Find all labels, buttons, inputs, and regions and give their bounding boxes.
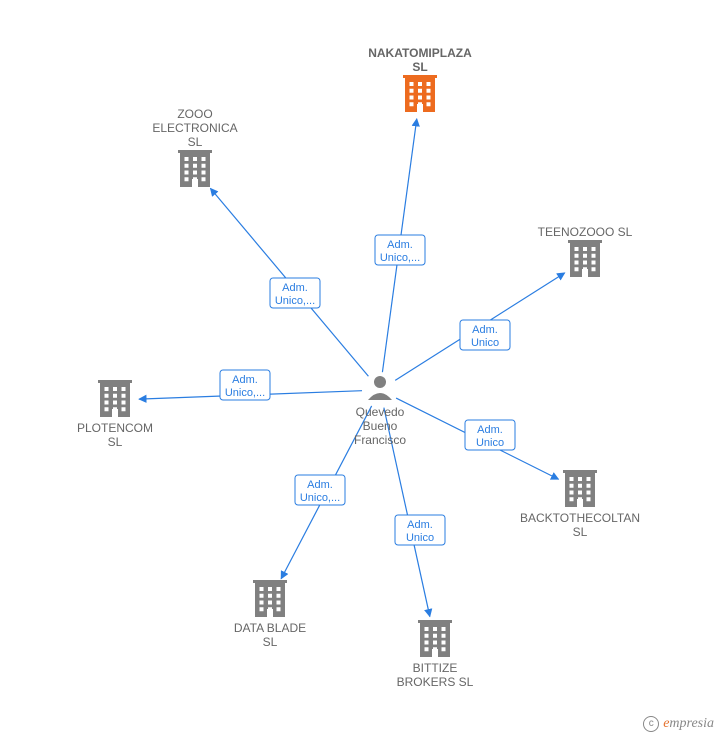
building-icon <box>563 470 597 507</box>
svg-text:Bueno: Bueno <box>363 419 398 433</box>
edge-label-text: Adm. <box>232 374 258 386</box>
edges <box>139 119 565 617</box>
building-icon <box>418 620 452 657</box>
svg-text:SL: SL <box>412 60 427 74</box>
node-label: NAKATOMIPLAZASL <box>368 46 472 74</box>
edge-label-text: Unico <box>471 337 499 349</box>
building-icon <box>178 150 212 187</box>
svg-text:BACKTOTHECOLTAN: BACKTOTHECOLTAN <box>520 511 640 525</box>
node-label: DATA BLADESL <box>234 621 306 649</box>
edge-label-text: Adm. <box>477 424 503 436</box>
svg-text:SL: SL <box>573 525 588 539</box>
copyright-icon: c <box>643 716 659 732</box>
svg-text:BITTIZE: BITTIZE <box>413 661 458 675</box>
edge-label-text: Unico <box>476 437 504 449</box>
node-label: ZOOOELECTRONICASL <box>152 107 237 149</box>
svg-text:PLOTENCOM: PLOTENCOM <box>77 421 153 435</box>
edge-label-text: Adm. <box>387 239 413 251</box>
node-label: BACKTOTHECOLTANSL <box>520 511 640 539</box>
edge-labels: Adm.Unico,...Adm.Unico,...Adm.UnicoAdm.U… <box>220 235 515 545</box>
edge-label-text: Unico,... <box>380 252 420 264</box>
edge-label-text: Unico <box>406 532 434 544</box>
node-label: QuevedoBuenoFrancisco <box>354 405 406 447</box>
node-label: BITTIZEBROKERS SL <box>397 661 474 689</box>
svg-text:SL: SL <box>263 635 278 649</box>
building-icon <box>98 380 132 417</box>
edge-label-text: Adm. <box>307 479 333 491</box>
svg-text:SL: SL <box>108 435 123 449</box>
footer-copyright: cempresia <box>643 714 714 732</box>
node-label: TEENOZOOO SL <box>538 225 633 239</box>
edge-label-text: Adm. <box>472 324 498 336</box>
svg-text:ZOOO: ZOOO <box>177 107 212 121</box>
brand-rest: mpresia <box>669 716 714 731</box>
edge-label-text: Unico,... <box>275 295 315 307</box>
building-icon <box>403 75 437 112</box>
svg-text:BROKERS SL: BROKERS SL <box>397 675 474 689</box>
edge-label-text: Unico,... <box>225 387 265 399</box>
building-icon <box>568 240 602 277</box>
node-label: PLOTENCOMSL <box>77 421 153 449</box>
svg-text:DATA BLADE: DATA BLADE <box>234 621 306 635</box>
svg-text:NAKATOMIPLAZA: NAKATOMIPLAZA <box>368 46 472 60</box>
svg-text:SL: SL <box>188 135 203 149</box>
relationship-diagram: Adm.Unico,...Adm.Unico,...Adm.UnicoAdm.U… <box>0 0 728 740</box>
person-icon <box>368 376 392 400</box>
edge-label-text: Unico,... <box>300 492 340 504</box>
svg-text:Quevedo: Quevedo <box>356 405 405 419</box>
edge-label-text: Adm. <box>282 282 308 294</box>
svg-text:TEENOZOOO SL: TEENOZOOO SL <box>538 225 633 239</box>
svg-text:ELECTRONICA: ELECTRONICA <box>152 121 237 135</box>
svg-text:Francisco: Francisco <box>354 433 406 447</box>
edge-label-text: Adm. <box>407 519 433 531</box>
building-icon <box>253 580 287 617</box>
